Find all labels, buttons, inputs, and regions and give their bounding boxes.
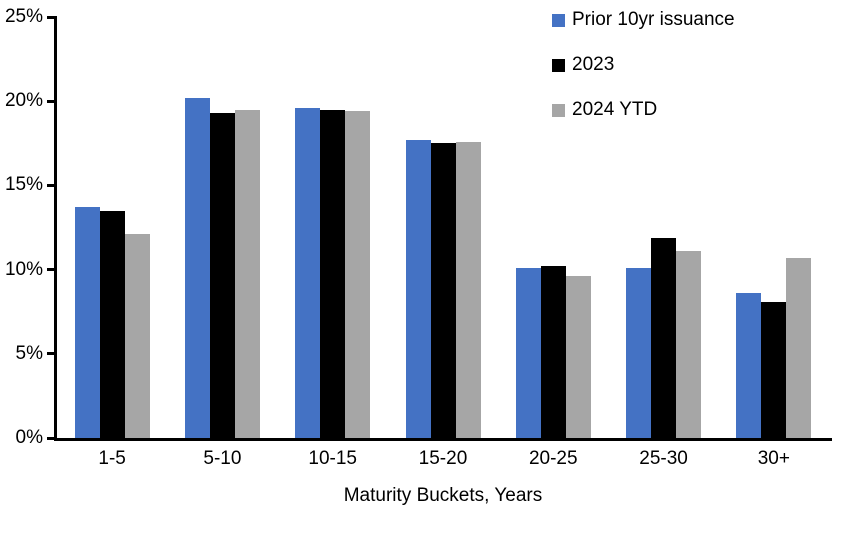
bar-10-15-2024-ytd <box>345 111 371 438</box>
x-tick-label-1-5: 1-5 <box>98 448 126 469</box>
legend-swatch-icon <box>552 103 565 117</box>
bar-30-prior-10yr-issuance <box>736 293 762 438</box>
bar-25-30-2023 <box>651 237 677 438</box>
y-tick-label-5: 5% <box>15 342 43 364</box>
bar-5-10-2023 <box>209 112 235 438</box>
bar-15-20-prior-10yr-issuance <box>405 139 431 438</box>
bar-25-30-prior-10yr-issuance <box>626 267 652 438</box>
legend-swatch-icon <box>552 58 565 72</box>
x-axis <box>54 438 832 441</box>
y-tick-0 <box>47 436 55 440</box>
legend-label-2023: 2023 <box>572 54 615 75</box>
y-tick-label-20: 20% <box>4 90 43 112</box>
x-tick-label-30: 30+ <box>757 448 790 469</box>
bar-10-15-2023 <box>320 109 346 438</box>
y-tick-label-15: 15% <box>4 174 43 196</box>
x-axis-title: Maturity Buckets, Years <box>343 485 543 506</box>
bar-20-25-2024-ytd <box>565 276 591 438</box>
legend-item-2024-ytd: 2024 YTD <box>552 100 735 120</box>
y-tick-5 <box>47 352 55 356</box>
x-tick-label-5-10: 5-10 <box>203 448 242 469</box>
bar-1-5-2023 <box>99 210 125 438</box>
legend-label-prior-10yr-issuance: Prior 10yr issuance <box>572 9 735 30</box>
y-tick-20 <box>47 99 55 103</box>
y-tick-10 <box>47 268 55 272</box>
y-axis <box>54 16 57 441</box>
x-tick-label-10-15: 10-15 <box>308 448 357 469</box>
x-tick-label-25-30: 25-30 <box>639 448 688 469</box>
y-tick-15 <box>47 183 55 187</box>
bar-5-10-2024-ytd <box>234 109 260 438</box>
bar-1-5-2024-ytd <box>124 234 150 438</box>
bar-30-2024-ytd <box>786 257 812 438</box>
legend-item-2023: 2023 <box>552 55 735 75</box>
x-tick-label-20-25: 20-25 <box>528 448 578 469</box>
plot-area: 0% 5% 10% 15% 20% 25% 1-5 5-10 10-15 15-20 20-25 2… <box>5 7 832 469</box>
y-tick-label-0: 0% <box>15 427 43 448</box>
bar-1-5-prior-10yr-issuance <box>74 207 100 438</box>
legend-swatch-icon <box>552 13 565 27</box>
bar-20-25-prior-10yr-issuance <box>515 267 541 438</box>
bar-25-30-2024-ytd <box>676 251 702 438</box>
y-tick-25 <box>47 15 55 19</box>
bar-10-15-prior-10yr-issuance <box>295 107 321 438</box>
bar-15-20-2024-ytd <box>455 141 481 438</box>
bar-5-10-prior-10yr-issuance <box>184 97 210 438</box>
bar-15-20-2023 <box>430 143 456 438</box>
x-tick-label-15-20: 15-20 <box>418 448 468 469</box>
legend-item-prior-10yr-issuance: Prior 10yr issuance <box>552 10 735 30</box>
y-tick-label-25: 25% <box>4 6 43 27</box>
bar-20-25-2023 <box>540 266 566 438</box>
legend-label-2024-ytd: 2024 YTD <box>572 99 658 120</box>
bar-30-2023 <box>761 301 787 438</box>
y-tick-label-10: 10% <box>4 258 43 280</box>
legend: Prior 10yr issuance 2023 2024 YTD <box>552 10 735 145</box>
